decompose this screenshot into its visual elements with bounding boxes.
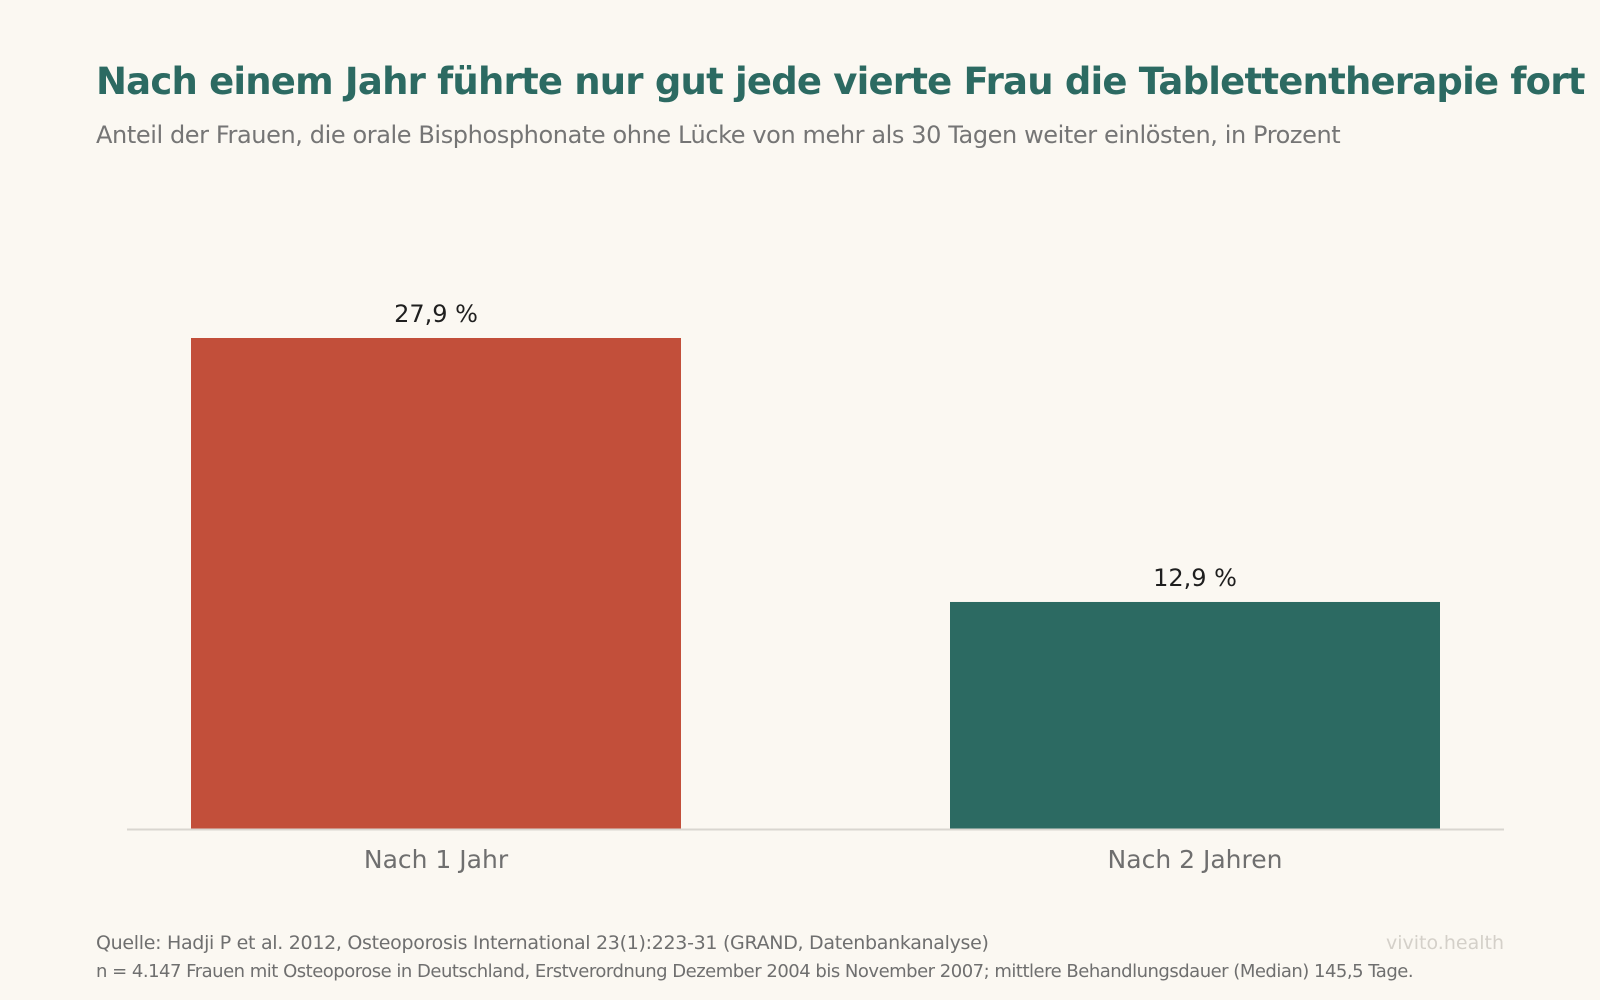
x-tick-label-1: Nach 1 Jahr (364, 845, 509, 874)
chart-title: Nach einem Jahr führte nur gut jede vier… (96, 60, 1585, 103)
sample-note: n = 4.147 Frauen mit Osteoporose in Deut… (96, 961, 1414, 982)
bar-2 (950, 601, 1440, 829)
source-note: Quelle: Hadji P et al. 2012, Osteoporosi… (96, 932, 989, 954)
bar-1 (191, 338, 681, 829)
bar-value-label-2: 12,9 % (1153, 564, 1237, 592)
brand-watermark: vivito.health (1386, 932, 1504, 954)
chart-subtitle: Anteil der Frauen, die orale Bisphosphon… (96, 121, 1341, 149)
x-tick-label-2: Nach 2 Jahren (1108, 845, 1283, 874)
bar-value-label-1: 27,9 % (394, 300, 478, 328)
